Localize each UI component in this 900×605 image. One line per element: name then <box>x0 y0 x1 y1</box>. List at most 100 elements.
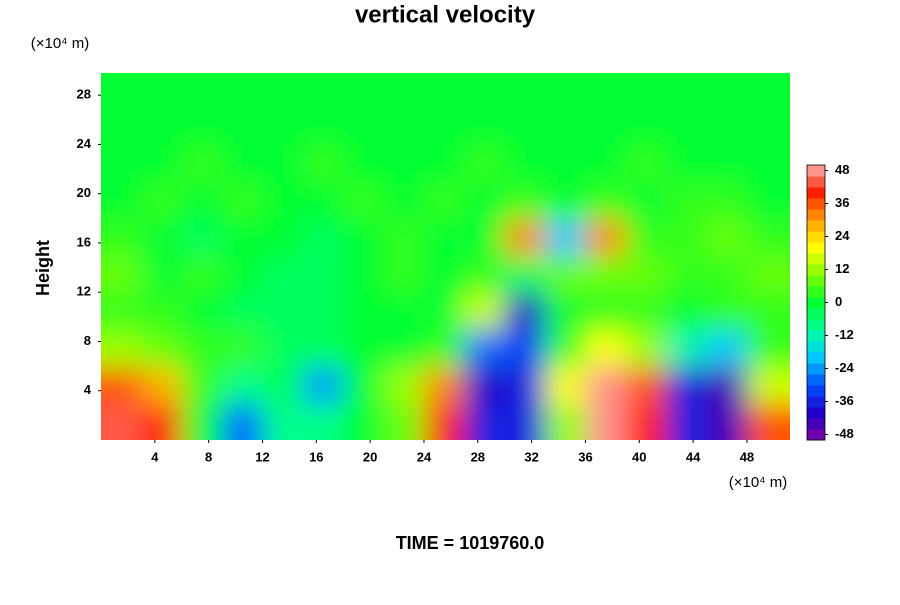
field-cell <box>423 292 466 331</box>
colorbar-band <box>807 275 825 287</box>
colorbar-band <box>807 319 825 331</box>
colorbar-band <box>807 220 825 232</box>
y-tick-label: 24 <box>77 136 92 151</box>
field-cell <box>383 255 425 294</box>
field-cell <box>464 218 506 257</box>
field-cell <box>464 366 506 405</box>
field-cell <box>181 403 224 440</box>
y-tick-label: 12 <box>77 284 91 299</box>
field-cell <box>706 144 748 183</box>
field-cell <box>383 181 425 220</box>
field-cell <box>383 73 425 109</box>
field-cell <box>302 366 345 405</box>
field-cell <box>746 181 790 220</box>
field-cell <box>302 107 345 146</box>
field-cell <box>746 73 790 109</box>
field-cell <box>302 403 345 440</box>
field-cell <box>504 255 547 294</box>
colorbar-band <box>807 418 825 430</box>
field-cell <box>343 73 385 109</box>
field-cell <box>666 403 708 440</box>
colorbar-band <box>807 231 825 243</box>
field-cell <box>464 292 506 331</box>
field-cell <box>746 366 790 405</box>
field-cell <box>222 107 264 146</box>
field-cell <box>181 107 224 146</box>
field-cell <box>222 292 264 331</box>
field-cell <box>666 329 708 368</box>
x-tick-label: 44 <box>686 449 701 464</box>
colorbar-band <box>807 176 825 188</box>
field-cell <box>706 329 748 368</box>
field-cell <box>262 107 304 146</box>
colorbar-band <box>807 374 825 386</box>
field-cell <box>746 403 790 440</box>
colorbar-band <box>807 308 825 320</box>
field-cell <box>262 255 304 294</box>
field-cell <box>706 403 748 440</box>
field-cell <box>423 218 466 257</box>
field-cell <box>666 292 708 331</box>
field-cell <box>545 292 587 331</box>
x-tick-label: 4 <box>151 449 159 464</box>
field-cell <box>545 181 587 220</box>
field-cell <box>464 107 506 146</box>
field-cell <box>141 144 183 183</box>
colorbar-band <box>807 198 825 210</box>
field-cell <box>464 403 506 440</box>
field-cell <box>222 403 264 440</box>
field-cell <box>545 107 587 146</box>
field-cell <box>222 218 264 257</box>
field-cell <box>423 181 466 220</box>
colorbar-band <box>807 352 825 364</box>
x-tick-label: 8 <box>205 449 212 464</box>
field-cell <box>343 144 385 183</box>
colorbar-tick-label: 0 <box>835 294 842 309</box>
field-cell <box>464 181 506 220</box>
field-cell <box>585 403 627 440</box>
field-cell <box>101 255 143 294</box>
field-cell <box>504 292 547 331</box>
field-cell <box>625 366 668 405</box>
x-tick-label: 28 <box>471 449 485 464</box>
field-cell <box>262 144 304 183</box>
colorbar-band <box>807 330 825 342</box>
field-cell <box>504 403 547 440</box>
field-cell <box>262 329 304 368</box>
y-tick-label: 16 <box>77 234 91 249</box>
field-cell <box>101 144 143 183</box>
field-cell <box>302 218 345 257</box>
field-cell <box>383 218 425 257</box>
field-cell <box>504 107 547 146</box>
field-cell <box>706 181 748 220</box>
field-cell <box>625 181 668 220</box>
x-tick-label: 40 <box>632 449 646 464</box>
field-cell <box>746 218 790 257</box>
field-cell <box>666 218 708 257</box>
field-cells <box>101 73 790 440</box>
colorbar-band <box>807 264 825 276</box>
field-cell <box>504 73 547 109</box>
field-cell <box>141 181 183 220</box>
field-cell <box>464 329 506 368</box>
field-cell <box>302 73 345 109</box>
field-cell <box>101 366 143 405</box>
field-cell <box>181 292 224 331</box>
field-cell <box>666 255 708 294</box>
y-tick-label: 28 <box>77 87 91 102</box>
field-cell <box>141 218 183 257</box>
field-cell <box>625 107 668 146</box>
field-cell <box>101 218 143 257</box>
field-cell <box>262 403 304 440</box>
x-tick-label: 24 <box>417 449 432 464</box>
field-cell <box>181 366 224 405</box>
x-tick-label: 36 <box>578 449 592 464</box>
colorbar-band <box>807 407 825 419</box>
field-cell <box>343 181 385 220</box>
field-cell <box>625 218 668 257</box>
field-cell <box>262 366 304 405</box>
field-cell <box>343 292 385 331</box>
colorbar-tick-label: 24 <box>835 228 850 243</box>
colorbar-tick-label: -12 <box>835 327 854 342</box>
